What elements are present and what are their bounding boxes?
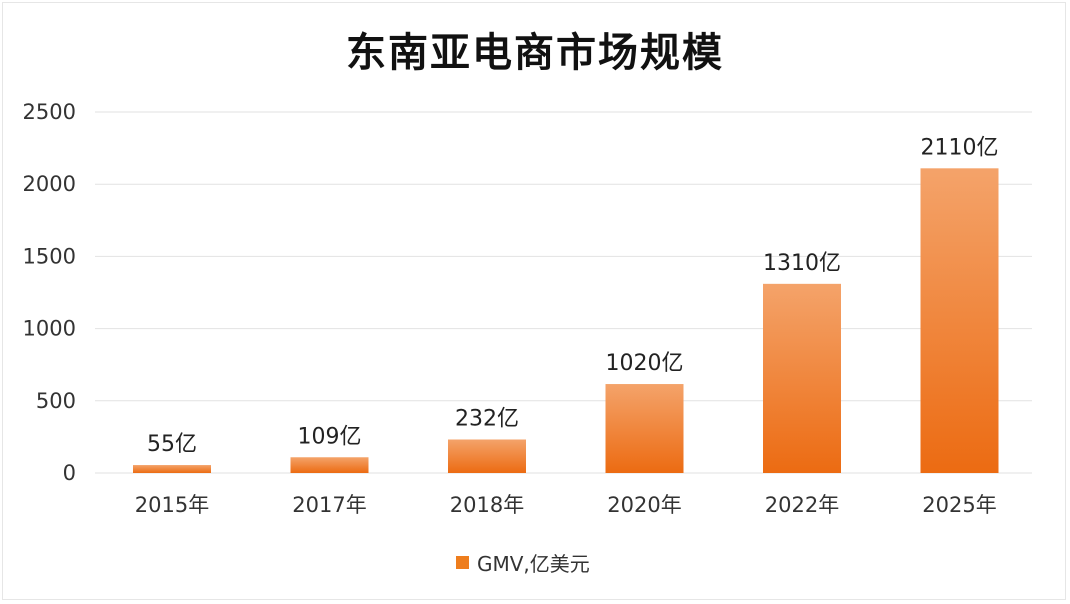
y-tick-label: 1500 [23,244,76,268]
data-label: 1020亿 [606,351,684,376]
legend-label: GMV,亿美元 [477,551,590,576]
data-label: 2110亿 [921,135,999,160]
bar [290,457,369,473]
bar [605,384,684,473]
y-tick-label: 2000 [23,172,76,196]
bar [763,283,841,473]
data-label: 109亿 [298,424,362,449]
legend-swatch [456,555,469,569]
x-tick-label: 2025年 [922,493,996,517]
data-label: 232亿 [455,406,519,431]
y-tick-label: 0 [63,461,76,485]
bar [133,465,211,473]
x-tick-label: 2020年 [607,493,681,517]
gridlines [95,111,1032,474]
x-tick-label: 2018年 [450,493,524,517]
x-tick-label: 2022年 [765,493,839,517]
x-tick-label: 2017年 [292,493,366,517]
data-labels: 55亿 109亿 232亿 1020亿 1310亿 2110亿 [147,135,999,457]
y-axis-ticks: 0 500 1000 1500 2000 2500 [23,100,76,485]
data-label: 55亿 [147,432,197,457]
bar [920,168,999,474]
legend: GMV,亿美元 [456,549,590,576]
chart-title: 东南亚电商市场规模 [346,30,724,76]
x-axis-ticks: 2015年 2017年 2018年 2020年 2022年 2025年 [135,493,997,517]
bar [448,439,526,473]
y-tick-label: 2500 [23,100,76,124]
bars [133,168,999,474]
data-label: 1310亿 [763,251,841,276]
y-tick-label: 500 [36,389,76,413]
y-tick-label: 1000 [23,317,76,341]
x-tick-label: 2015年 [135,493,209,517]
